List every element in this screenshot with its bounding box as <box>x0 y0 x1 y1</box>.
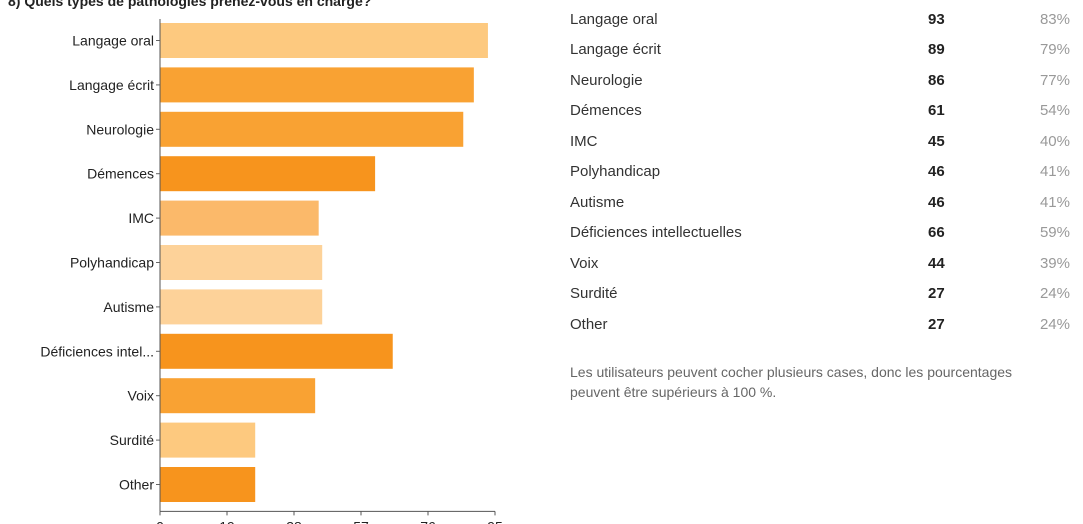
bar-demences <box>160 156 376 192</box>
category-label-imc: IMC <box>128 210 154 226</box>
x-tick-label-38: 38 <box>286 518 302 524</box>
row-percent: 54% <box>1039 102 1070 120</box>
footnote: Les utilisateurs peuvent cocher plusieur… <box>570 364 1013 400</box>
row-label: Polyhandicap <box>570 163 661 181</box>
row-count: 93 <box>928 10 945 28</box>
category-label-neurologie: Neurologie <box>86 121 154 137</box>
category-label-langage-oral: Langage oral <box>72 33 154 49</box>
axis-group: Langage oral Langage écrit Neurologie Démen… <box>40 19 503 524</box>
row-count: 46 <box>928 163 945 181</box>
table-row: IMC 45 40% <box>570 126 1070 157</box>
category-label-demences: Démences <box>87 166 154 182</box>
table-row: Other 27 24% <box>570 309 1070 340</box>
row-percent: 79% <box>1039 41 1070 59</box>
category-label-surdite: Surdité <box>110 432 155 448</box>
row-count: 86 <box>928 71 945 89</box>
row-count: 61 <box>928 102 945 120</box>
question-title: 8) Quels types de pathologies prenez-vou… <box>8 0 372 9</box>
row-label: IMC <box>570 132 598 150</box>
table-row: Neurologie 86 77% <box>570 65 1070 96</box>
row-label: Voix <box>570 254 599 272</box>
bar-voix <box>160 378 316 414</box>
x-tick-label-19: 19 <box>219 518 235 524</box>
table-row: Voix 44 39% <box>570 248 1070 279</box>
row-percent: 39% <box>1039 254 1070 272</box>
row-label: Déficiences intellectuelles <box>570 224 742 242</box>
bar-surdite <box>160 422 256 458</box>
bar-langage-oral <box>160 23 488 58</box>
x-tick-label-0: 0 <box>156 518 164 524</box>
row-count: 27 <box>928 315 945 333</box>
row-count: 89 <box>928 41 945 59</box>
row-percent: 24% <box>1039 285 1070 303</box>
results-table: Langage oral 93 83% Langage écrit 89 79% Neuro… <box>570 4 1070 340</box>
bar-chart: Langage oral Langage écrit Neurologie Démen… <box>40 19 503 524</box>
table-row: Polyhandicap 46 41% <box>570 157 1070 188</box>
row-percent: 77% <box>1039 71 1070 89</box>
bar-polyhandicap <box>160 245 323 280</box>
row-count: 66 <box>928 224 945 242</box>
row-percent: 83% <box>1039 10 1070 28</box>
category-label-autisme: Autisme <box>103 299 154 315</box>
bars-group <box>160 23 488 502</box>
row-percent: 41% <box>1039 193 1070 211</box>
bar-imc <box>160 200 319 236</box>
bar-autisme <box>160 289 323 325</box>
row-label: Démences <box>570 102 642 120</box>
table-row: Autisme 46 41% <box>570 187 1070 218</box>
row-label: Surdité <box>570 285 618 303</box>
x-tick-label-95: 95 <box>487 518 503 524</box>
row-label: Other <box>570 315 608 333</box>
row-percent: 59% <box>1039 224 1070 242</box>
row-count: 44 <box>928 254 945 272</box>
row-label: Langage oral <box>570 10 658 28</box>
results-table-body: Langage oral 93 83% Langage écrit 89 79% Neuro… <box>570 4 1070 340</box>
category-label-voix: Voix <box>128 388 154 404</box>
bar-other <box>160 467 256 502</box>
bar-neurologie <box>160 111 464 147</box>
table-row: Surdité 27 24% <box>570 279 1070 310</box>
row-label: Neurologie <box>570 71 643 89</box>
category-label-polyhandicap: Polyhandicap <box>70 255 154 271</box>
bar-langage-ecrit <box>160 67 474 103</box>
bar-deficiences-intel <box>160 333 393 369</box>
row-label: Autisme <box>570 193 625 211</box>
table-row: Démences 61 54% <box>570 96 1070 127</box>
x-tick-label-76: 76 <box>420 518 436 524</box>
row-count: 46 <box>928 193 945 211</box>
table-row: Déficiences intellectuelles 66 59% <box>570 218 1070 249</box>
category-label-other: Other <box>119 477 154 493</box>
row-count: 27 <box>928 285 945 303</box>
row-percent: 41% <box>1039 163 1070 181</box>
category-label-deficiences-intel: Déficiences intel... <box>40 343 154 359</box>
row-count: 45 <box>928 132 945 150</box>
table-row: Langage écrit 89 79% <box>570 35 1070 66</box>
x-tick-label-57: 57 <box>353 518 369 524</box>
table-row: Langage oral 93 83% <box>570 4 1070 35</box>
row-percent: 24% <box>1039 315 1070 333</box>
row-label: Langage écrit <box>570 41 661 59</box>
row-percent: 40% <box>1039 132 1070 150</box>
category-label-langage-ecrit: Langage écrit <box>69 77 154 93</box>
